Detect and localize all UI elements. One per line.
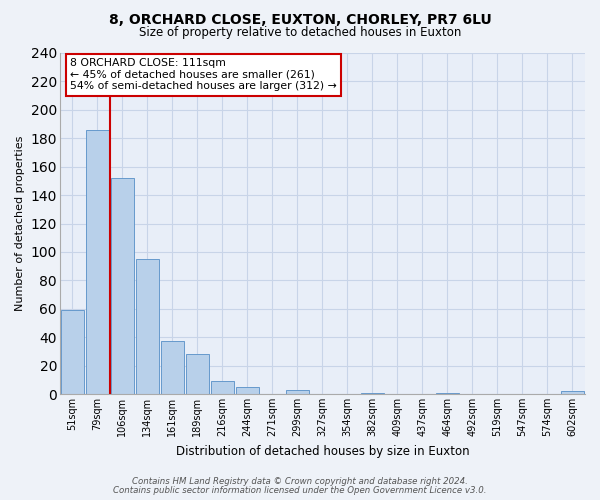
Text: Contains public sector information licensed under the Open Government Licence v3: Contains public sector information licen… — [113, 486, 487, 495]
Text: Contains HM Land Registry data © Crown copyright and database right 2024.: Contains HM Land Registry data © Crown c… — [132, 477, 468, 486]
Bar — [436, 392, 459, 394]
X-axis label: Distribution of detached houses by size in Euxton: Distribution of detached houses by size … — [176, 444, 469, 458]
Bar — [86, 130, 109, 394]
Bar — [161, 342, 184, 394]
Text: Size of property relative to detached houses in Euxton: Size of property relative to detached ho… — [139, 26, 461, 39]
Bar — [561, 391, 584, 394]
Bar — [211, 381, 233, 394]
Text: 8, ORCHARD CLOSE, EUXTON, CHORLEY, PR7 6LU: 8, ORCHARD CLOSE, EUXTON, CHORLEY, PR7 6… — [109, 12, 491, 26]
Bar — [361, 392, 383, 394]
Bar — [111, 178, 134, 394]
Bar — [286, 390, 308, 394]
Y-axis label: Number of detached properties: Number of detached properties — [15, 136, 25, 311]
Bar — [186, 354, 209, 394]
Text: 8 ORCHARD CLOSE: 111sqm
← 45% of detached houses are smaller (261)
54% of semi-d: 8 ORCHARD CLOSE: 111sqm ← 45% of detache… — [70, 58, 337, 92]
Bar — [136, 259, 158, 394]
Bar — [236, 387, 259, 394]
Bar — [61, 310, 83, 394]
